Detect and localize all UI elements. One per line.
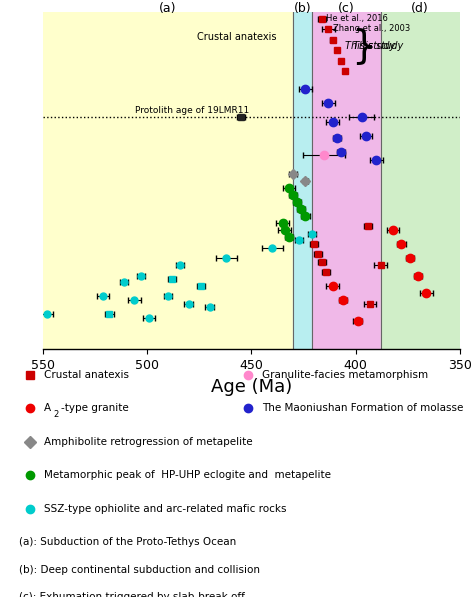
Text: A: A: [44, 404, 51, 413]
Bar: [381, 12, 460, 349]
Text: -type granite: -type granite: [61, 404, 128, 413]
Text: (b): (b): [293, 2, 311, 15]
Text: Metamorphic peak of  HP-UHP eclogite and  metapelite: Metamorphic peak of HP-UHP eclogite and …: [44, 470, 330, 480]
Text: (c): Exhumation triggered by slab-break off: (c): Exhumation triggered by slab-break …: [18, 592, 245, 597]
Text: 2: 2: [54, 410, 59, 419]
X-axis label: Age (Ma): Age (Ma): [210, 377, 292, 396]
Text: Granulite-facies metamorphism: Granulite-facies metamorphism: [262, 370, 428, 380]
Text: This study: This study: [345, 41, 395, 51]
Text: This study: This study: [354, 41, 404, 51]
Text: Crustal anatexis: Crustal anatexis: [44, 370, 128, 380]
Bar: [293, 12, 312, 349]
Bar: [312, 12, 381, 349]
Text: (a): Subduction of the Proto-Tethys Ocean: (a): Subduction of the Proto-Tethys Ocea…: [18, 537, 236, 547]
Bar: [43, 12, 293, 349]
Text: Zhang et al., 2003: Zhang et al., 2003: [333, 24, 410, 33]
Text: SSZ-type ophiolite and arc-related mafic rocks: SSZ-type ophiolite and arc-related mafic…: [44, 504, 286, 513]
Text: (a): (a): [159, 2, 176, 15]
Text: Crustal anatexis: Crustal anatexis: [197, 32, 276, 42]
Text: (c): (c): [338, 2, 355, 15]
Text: (b): Deep continental subduction and collision: (b): Deep continental subduction and col…: [18, 565, 260, 574]
Text: He et al., 2016: He et al., 2016: [326, 14, 388, 23]
Text: }: }: [351, 27, 376, 64]
Text: Protolith age of 19LMR11: Protolith age of 19LMR11: [135, 106, 249, 115]
Text: Amphibolite retrogression of metapelite: Amphibolite retrogression of metapelite: [44, 437, 252, 447]
Text: (d): (d): [411, 2, 429, 15]
Text: The Maoniushan Formation of molasse: The Maoniushan Formation of molasse: [262, 404, 464, 413]
